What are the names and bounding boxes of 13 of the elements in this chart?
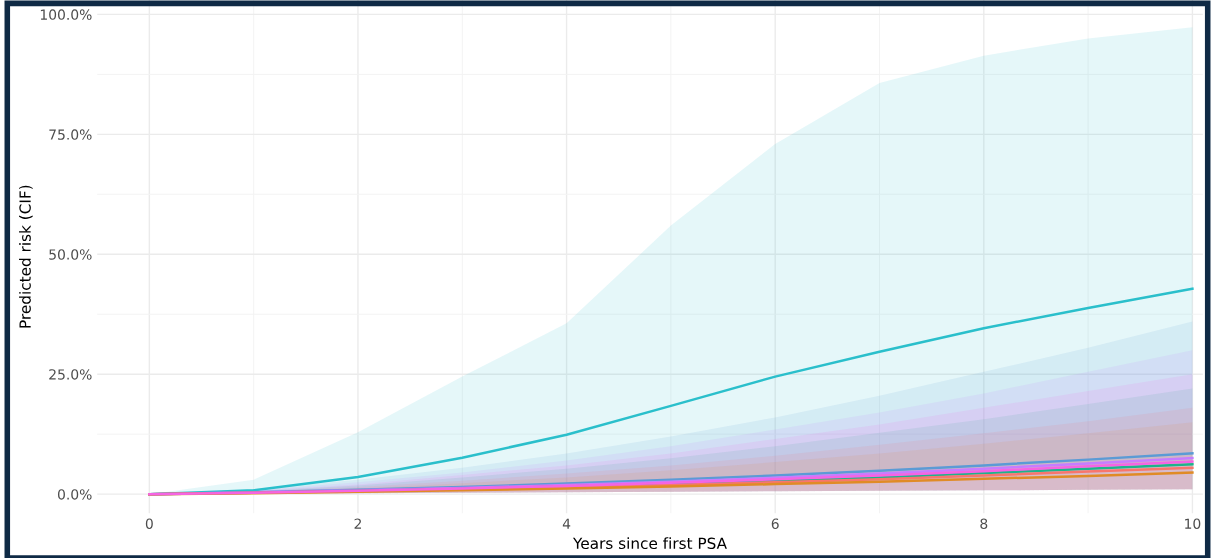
y-axis-title: Predicted risk (CIF) — [19, 185, 33, 328]
y-tick-label: 25.0% — [49, 369, 92, 380]
x-axis-title: Years since first PSA — [572, 537, 727, 550]
x-tick-label: 4 — [562, 518, 571, 529]
x-tick-label: 6 — [771, 518, 779, 529]
y-tick-label: 75.0% — [49, 129, 92, 140]
x-tick-label: 2 — [354, 518, 361, 529]
x-tick-label: 10 — [1185, 518, 1201, 529]
y-tick-label: 50.0% — [49, 249, 92, 260]
x-tick-label: 8 — [980, 518, 988, 529]
y-tick-label: 0.0% — [57, 489, 92, 500]
y-tick-label: 100.0% — [40, 9, 92, 20]
x-tick-label: 0 — [145, 518, 153, 529]
